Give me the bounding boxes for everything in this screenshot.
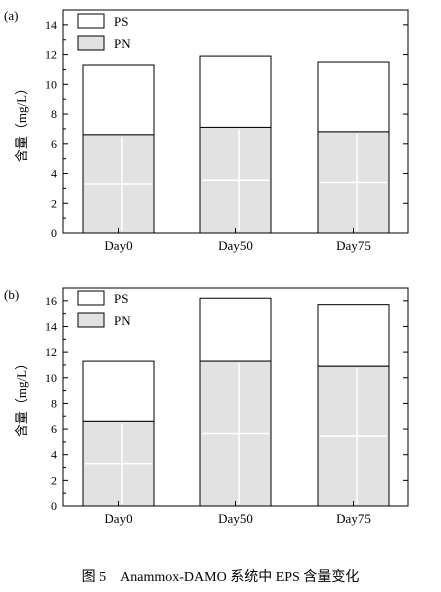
- legend-swatch-ps: [77, 290, 105, 306]
- y-tick-label: 4: [51, 167, 57, 181]
- y-axis-label: 含量（mg/L）: [14, 82, 29, 162]
- y-tick-label: 14: [45, 18, 57, 32]
- y-tick-label: 12: [45, 48, 57, 62]
- legend-label-ps: PS: [114, 291, 128, 306]
- legend-label-pn: PN: [114, 313, 131, 328]
- plot-frame: [62, 9, 409, 234]
- legend-label-pn: PN: [114, 36, 131, 51]
- y-tick-label: 10: [45, 371, 57, 385]
- bar-ps: [199, 55, 272, 128]
- x-tick-label: Day50: [218, 238, 253, 253]
- bar-ps: [317, 61, 390, 133]
- x-tick-label: Day50: [218, 511, 253, 526]
- x-tick-label: Day75: [336, 238, 371, 253]
- y-tick-label: 0: [51, 499, 57, 513]
- bar-ps: [317, 304, 390, 367]
- x-tick-label: Day0: [104, 511, 132, 526]
- x-tick-label: Day75: [336, 511, 371, 526]
- bar-ps: [82, 360, 155, 422]
- y-tick-label: 16: [45, 294, 57, 308]
- plot-frame: [62, 287, 409, 507]
- legend-swatch-ps: [77, 13, 105, 29]
- y-tick-label: 12: [45, 345, 57, 359]
- y-tick-label: 8: [51, 107, 57, 121]
- bar-ps: [199, 297, 272, 362]
- y-tick-label: 14: [45, 319, 57, 333]
- y-axis-label: 含量（mg/L）: [14, 357, 29, 437]
- bar-ps: [82, 64, 155, 136]
- legend-label-ps: PS: [114, 14, 128, 29]
- y-tick-label: 0: [51, 226, 57, 240]
- y-tick-label: 10: [45, 77, 57, 91]
- x-tick-label: Day0: [104, 238, 132, 253]
- legend-swatch-pn: [77, 312, 105, 328]
- y-tick-label: 8: [51, 396, 57, 410]
- legend-swatch-pn: [77, 35, 105, 51]
- panel-label: (b): [4, 287, 19, 302]
- y-tick-label: 4: [51, 448, 57, 462]
- y-tick-label: 2: [51, 196, 57, 210]
- panel-label: (a): [4, 8, 18, 23]
- y-tick-label: 6: [51, 137, 57, 151]
- y-tick-label: 2: [51, 473, 57, 487]
- y-tick-label: 6: [51, 422, 57, 436]
- figure-caption: 图 5 Anammox-DAMO 系统中 EPS 含量变化: [81, 570, 360, 585]
